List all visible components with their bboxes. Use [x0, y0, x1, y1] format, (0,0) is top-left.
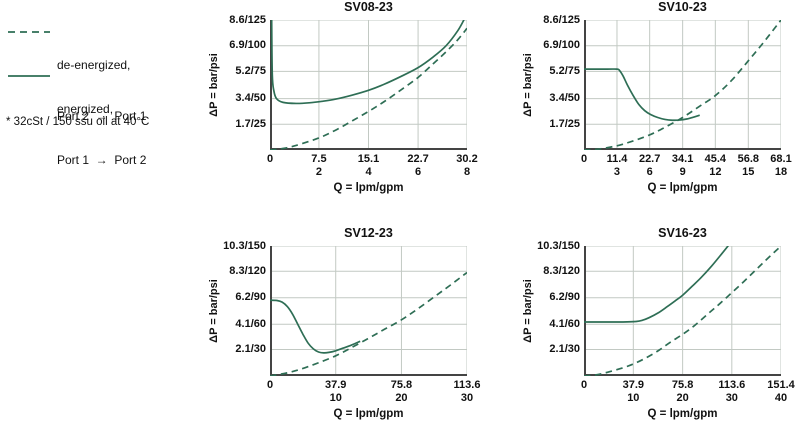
x-tick-label-gpm: 10 [329, 392, 342, 404]
x-tick-label-gpm: 12 [709, 166, 722, 178]
y-tick-label: 1.7/25 [549, 117, 580, 130]
y-tick-label: 6.2/90 [549, 291, 580, 304]
x-tick-label-gpm: 3 [613, 166, 621, 178]
x-tick-label-lpm: 151.4 [767, 379, 795, 391]
x-tick-labels-lpm: 0 7.5 15.1 22.7 30.2 [266, 153, 478, 166]
x-tick-label-lpm: 0 [266, 153, 274, 165]
x-tick-labels-lpm: 0 37.9 75.8 113.6 [266, 379, 481, 392]
x-tick-label-lpm: 0 [580, 153, 588, 165]
x-tick-label-gpm: 30 [460, 392, 474, 404]
y-tick-label: 8.6/125 [229, 13, 266, 26]
x-tick-label-lpm: 0 [580, 379, 588, 391]
x-tick-labels-gpm: 10 20 30 40 [584, 392, 787, 405]
x-tick-label-lpm: 45.4 [704, 153, 727, 165]
x-tick-label-lpm: 37.9 [622, 379, 645, 391]
x-tick-label-lpm: 113.6 [718, 379, 746, 391]
legend-label-line1: de-energized, [57, 58, 131, 72]
x-axis-label: Q = lpm/gpm [333, 408, 404, 420]
x-tick-label-lpm: 15.1 [357, 153, 380, 165]
x-tick-labels-lpm: 0 11.4 22.7 34.1 45.4 56.8 68.1 [580, 153, 792, 166]
chart-title: SV10-23 [658, 0, 707, 14]
y-tick-label: 6.9/100 [229, 39, 266, 52]
x-tick-label-lpm: 7.5 [311, 153, 327, 165]
legend-dashed-line-icon [8, 31, 50, 33]
y-tick-label: 5.2/75 [235, 64, 266, 77]
chart-sv10-23: SV10-23 ΔP = bar/psi 8.6/125 6.9/100 5.2/7… [519, 0, 797, 210]
chart-sv16-23: SV16-23 ΔP = bar/psi 10.3/150 8.3/120 6.2/… [519, 226, 797, 436]
x-tick-label-gpm: 20 [676, 392, 689, 404]
chart-sv12-23: SV12-23 ΔP = bar/psi 10.3/150 8.3/120 6.2/… [205, 226, 490, 436]
x-tick-label-lpm: 11.4 [606, 153, 628, 165]
x-tick-labels-gpm: 10 20 30 [270, 392, 474, 405]
x-tick-labels-gpm: 2 4 6 8 [270, 166, 471, 179]
x-tick-labels-lpm: 0 37.9 75.8 113.6 151.4 [580, 379, 795, 392]
y-tick-label: 2.1/30 [235, 342, 266, 355]
x-axis-label: Q = lpm/gpm [647, 182, 718, 194]
legend-solid-line-icon [8, 75, 50, 77]
x-tick-label-gpm: 20 [395, 392, 408, 404]
y-tick-label: 3.4/50 [235, 92, 266, 105]
x-tick-label-lpm: 30.2 [456, 153, 478, 165]
y-tick-labels: 10.3/150 8.3/120 6.2/90 4.1/60 2.1/30 [519, 240, 580, 376]
chart-title: SV12-23 [344, 226, 393, 240]
y-tick-label: 5.2/75 [549, 64, 580, 77]
y-tick-label: 1.7/25 [235, 117, 266, 130]
plot-area [584, 246, 781, 376]
x-axis-label: Q = lpm/gpm [333, 182, 404, 194]
legend-label-line1: energized, [57, 102, 114, 116]
y-tick-label: 4.1/60 [549, 317, 580, 330]
y-tick-label: 8.6/125 [543, 13, 580, 26]
x-tick-label-lpm: 37.9 [325, 379, 347, 391]
oil-viscosity-footnote: * 32cSt / 150 ssu oil at 40°C [6, 116, 150, 128]
chart-title: SV16-23 [658, 226, 707, 240]
x-tick-label-lpm: 22.7 [638, 153, 661, 165]
x-tick-label-lpm: 34.1 [671, 153, 694, 165]
x-tick-label-gpm: 30 [725, 392, 738, 404]
x-tick-label-gpm: 6 [646, 166, 653, 178]
legend-item-deenergized: de-energized, Port 2 → Port 1 [57, 23, 146, 159]
x-tick-label-lpm: 22.7 [407, 153, 429, 165]
y-tick-label: 4.1/60 [235, 317, 266, 330]
x-tick-label-lpm: 113.6 [453, 379, 481, 391]
plot-area [270, 20, 467, 150]
chart-sv08-23: SV08-23 ΔP = bar/psi 8.6/125 6.9/100 5.2/7… [205, 0, 490, 210]
x-tick-label-gpm: 4 [365, 166, 372, 178]
y-tick-labels: 8.6/125 6.9/100 5.2/75 3.4/50 1.7/25 [519, 14, 580, 150]
y-tick-label: 10.3/150 [537, 239, 580, 252]
x-tick-label-gpm: 40 [774, 392, 788, 404]
y-tick-label: 10.3/150 [223, 239, 266, 252]
x-tick-label-gpm: 9 [679, 166, 686, 178]
legend-label-line2: Port 1 → Port 2 [57, 153, 147, 167]
x-tick-label-lpm: 75.8 [390, 379, 413, 391]
x-tick-label-lpm: 68.1 [770, 153, 792, 165]
x-tick-label-lpm: 75.8 [671, 379, 694, 391]
y-tick-label: 6.2/90 [235, 291, 266, 304]
chart-title: SV08-23 [344, 0, 393, 14]
x-tick-labels-gpm: 3 6 9 12 15 18 [584, 166, 787, 179]
x-axis-label: Q = lpm/gpm [647, 408, 718, 420]
y-tick-label: 2.1/30 [549, 342, 580, 355]
x-tick-label-lpm: 0 [266, 379, 274, 391]
x-tick-label-gpm: 18 [774, 166, 788, 178]
plot-area [584, 20, 781, 150]
legend-label-line2: Port 2 → Port 1 [57, 109, 147, 123]
legend-item-energized: energized, Port 1 → Port 2 [57, 67, 146, 203]
y-tick-label: 8.3/120 [543, 264, 580, 277]
x-tick-label-gpm: 2 [315, 166, 322, 178]
y-tick-label: 8.3/120 [229, 264, 266, 277]
x-tick-label-gpm: 6 [415, 166, 422, 178]
y-tick-labels: 8.6/125 6.9/100 5.2/75 3.4/50 1.7/25 [205, 14, 266, 150]
y-tick-label: 3.4/50 [549, 92, 580, 105]
y-tick-label: 6.9/100 [543, 39, 580, 52]
x-tick-label-gpm: 10 [627, 392, 640, 404]
x-tick-label-gpm: 15 [742, 166, 755, 178]
plot-area [270, 246, 467, 376]
legend: de-energized, Port 2 → Port 1 energized,… [5, 8, 217, 167]
x-tick-label-gpm: 8 [463, 166, 471, 178]
y-tick-labels: 10.3/150 8.3/120 6.2/90 4.1/60 2.1/30 [205, 240, 266, 376]
x-tick-label-lpm: 56.8 [737, 153, 760, 165]
